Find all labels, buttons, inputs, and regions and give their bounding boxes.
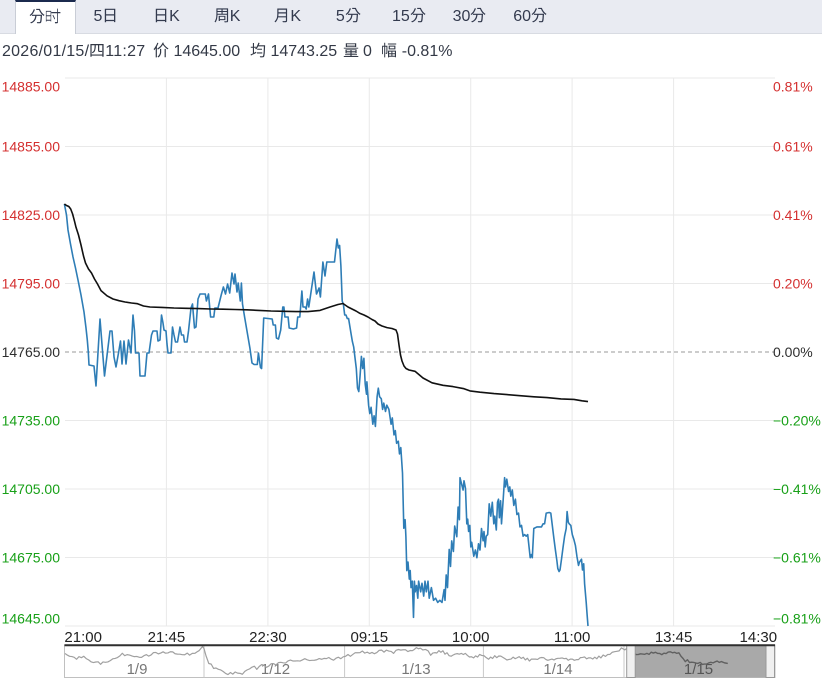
svg-text:1/9: 1/9 (127, 661, 148, 678)
svg-text:21:00: 21:00 (64, 629, 102, 646)
svg-text:14765.00: 14765.00 (2, 344, 61, 360)
svg-text:14645.00: 14645.00 (2, 611, 61, 627)
svg-text:1/14: 1/14 (543, 661, 572, 678)
svg-text:0.20%: 0.20% (773, 276, 813, 292)
svg-text:−0.41%: −0.41% (773, 481, 821, 497)
svg-text:10:00: 10:00 (452, 629, 490, 646)
svg-text:1/15: 1/15 (684, 661, 713, 678)
svg-text:22:30: 22:30 (249, 629, 287, 646)
svg-text:−0.81%: −0.81% (773, 611, 821, 627)
svg-text:14855.00: 14855.00 (2, 139, 61, 155)
svg-text:09:15: 09:15 (351, 629, 389, 646)
svg-text:−0.20%: −0.20% (773, 413, 821, 429)
svg-text:14:30: 14:30 (740, 629, 778, 646)
svg-text:0.81%: 0.81% (773, 79, 813, 95)
svg-text:−0.61%: −0.61% (773, 550, 821, 566)
svg-text:0.00%: 0.00% (773, 344, 813, 360)
svg-text:14885.00: 14885.00 (2, 79, 61, 95)
svg-text:14825.00: 14825.00 (2, 207, 61, 223)
svg-text:0.61%: 0.61% (773, 139, 813, 155)
svg-text:14795.00: 14795.00 (2, 276, 61, 292)
svg-text:0.41%: 0.41% (773, 207, 813, 223)
svg-text:14735.00: 14735.00 (2, 413, 61, 429)
svg-text:1/12: 1/12 (261, 661, 290, 678)
svg-text:14705.00: 14705.00 (2, 481, 61, 497)
svg-text:14675.00: 14675.00 (2, 550, 61, 566)
svg-text:21:45: 21:45 (148, 629, 186, 646)
svg-text:11:00: 11:00 (554, 629, 590, 646)
svg-text:1/13: 1/13 (401, 661, 430, 678)
svg-text:13:45: 13:45 (655, 629, 693, 646)
